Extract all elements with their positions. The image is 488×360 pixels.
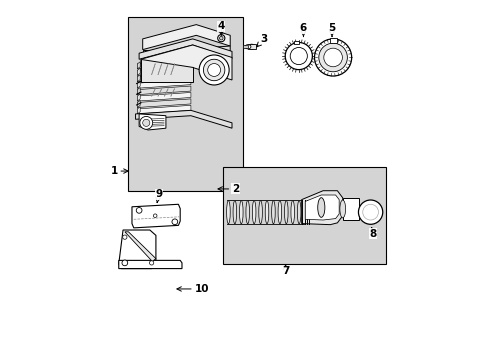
Polygon shape (137, 107, 140, 114)
Ellipse shape (264, 201, 268, 224)
Circle shape (290, 48, 307, 64)
Ellipse shape (258, 201, 262, 224)
Text: 2: 2 (218, 184, 239, 194)
Circle shape (122, 235, 127, 239)
Polygon shape (137, 87, 140, 95)
Ellipse shape (233, 201, 236, 224)
Bar (342, 198, 358, 220)
Ellipse shape (297, 201, 300, 224)
Circle shape (153, 214, 157, 217)
Circle shape (285, 42, 312, 69)
Circle shape (207, 64, 220, 76)
Circle shape (358, 200, 382, 224)
Polygon shape (137, 99, 190, 108)
Circle shape (172, 219, 177, 225)
Text: 5: 5 (328, 23, 335, 36)
Polygon shape (137, 67, 190, 75)
Ellipse shape (317, 198, 324, 217)
Polygon shape (137, 68, 140, 75)
Bar (243, 45, 248, 48)
Ellipse shape (244, 45, 250, 49)
Polygon shape (135, 111, 231, 128)
Polygon shape (137, 105, 190, 114)
Circle shape (136, 207, 142, 213)
Ellipse shape (245, 201, 249, 224)
Text: 10: 10 (177, 284, 208, 294)
Ellipse shape (271, 201, 275, 224)
Text: 3: 3 (256, 34, 267, 47)
Polygon shape (139, 114, 165, 130)
Polygon shape (141, 59, 192, 82)
Ellipse shape (284, 201, 287, 224)
Polygon shape (137, 80, 190, 88)
Polygon shape (119, 260, 182, 269)
Text: 9: 9 (155, 189, 162, 203)
Bar (293, 41, 298, 44)
Circle shape (323, 48, 342, 67)
Polygon shape (137, 93, 190, 101)
Ellipse shape (339, 200, 345, 218)
Ellipse shape (247, 44, 255, 49)
Polygon shape (141, 45, 231, 82)
Polygon shape (137, 94, 140, 101)
Circle shape (122, 260, 127, 266)
Circle shape (142, 119, 149, 126)
Bar (247, 44, 255, 49)
Text: 8: 8 (369, 228, 376, 239)
Circle shape (203, 59, 224, 81)
Polygon shape (137, 62, 140, 69)
Circle shape (362, 204, 378, 220)
Polygon shape (137, 81, 140, 88)
Circle shape (149, 261, 153, 265)
Polygon shape (301, 191, 342, 225)
Polygon shape (137, 75, 140, 82)
Polygon shape (178, 46, 230, 57)
Circle shape (199, 55, 229, 85)
Ellipse shape (290, 201, 294, 224)
Circle shape (140, 116, 152, 129)
Text: 6: 6 (299, 23, 306, 36)
Polygon shape (142, 50, 178, 57)
Text: 7: 7 (281, 265, 289, 276)
Circle shape (217, 35, 224, 42)
Ellipse shape (226, 201, 230, 224)
Polygon shape (137, 86, 190, 95)
Ellipse shape (278, 201, 281, 224)
Circle shape (219, 36, 223, 40)
Bar (223, 167, 385, 264)
Polygon shape (142, 24, 230, 50)
Polygon shape (305, 195, 339, 220)
Circle shape (314, 39, 351, 76)
Bar (128, 18, 242, 191)
Polygon shape (139, 39, 231, 59)
Circle shape (318, 43, 346, 72)
Polygon shape (137, 73, 190, 82)
Polygon shape (119, 230, 156, 269)
Bar (329, 38, 336, 43)
Polygon shape (124, 232, 156, 261)
Ellipse shape (239, 201, 243, 224)
Polygon shape (137, 60, 190, 69)
Polygon shape (132, 204, 180, 228)
Polygon shape (137, 100, 140, 108)
Text: 4: 4 (217, 21, 224, 35)
Text: 1: 1 (110, 166, 128, 176)
Ellipse shape (252, 201, 255, 224)
